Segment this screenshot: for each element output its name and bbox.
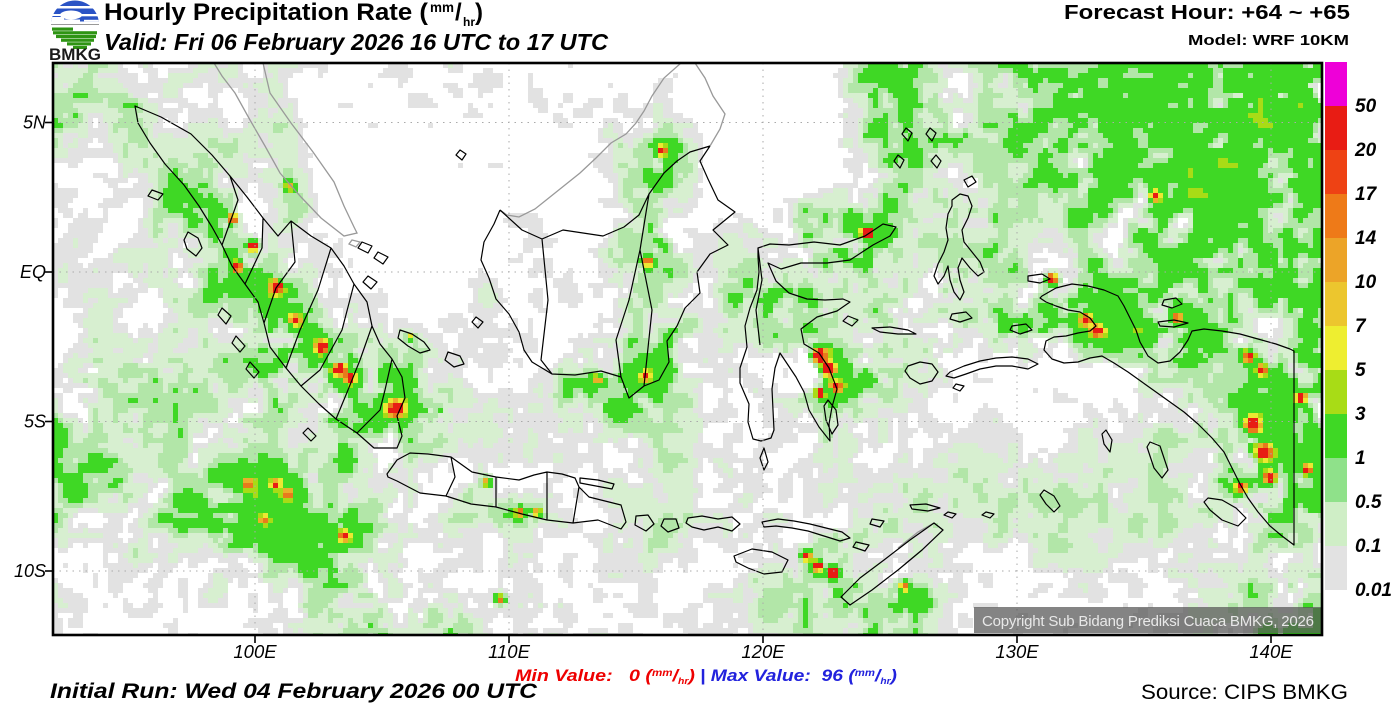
svg-text:| Max Value: 96 (mm/hr): | Max Value: 96 (mm/hr): [700, 666, 897, 686]
svg-text:5N: 5N: [23, 113, 47, 133]
svg-text:10: 10: [1355, 272, 1377, 293]
svg-text:10S: 10S: [14, 561, 46, 581]
svg-text:100E: 100E: [233, 641, 277, 662]
svg-text:): ): [475, 0, 483, 26]
svg-text:EQ: EQ: [20, 262, 46, 282]
svg-text:14: 14: [1355, 228, 1377, 249]
svg-text:BMKG: BMKG: [49, 45, 101, 64]
svg-text:7: 7: [1355, 316, 1367, 337]
svg-text:110E: 110E: [488, 641, 530, 662]
svg-text:Model: WRF 10KM: Model: WRF 10KM: [1188, 33, 1349, 49]
svg-text:mm: mm: [430, 0, 454, 15]
svg-text:Copyright Sub Bidang Prediksi: Copyright Sub Bidang Prediksi Cuaca BMKG…: [982, 613, 1314, 630]
svg-text:0.5: 0.5: [1355, 492, 1382, 513]
svg-text:0.1: 0.1: [1355, 536, 1381, 557]
svg-text:Valid: Fri 06 February 2026 16: Valid: Fri 06 February 2026 16 UTC to 17…: [104, 29, 608, 55]
svg-text:hr: hr: [463, 15, 475, 29]
svg-text:50: 50: [1355, 96, 1377, 117]
svg-text:140E: 140E: [1249, 641, 1293, 662]
svg-text:0.01: 0.01: [1355, 580, 1392, 601]
svg-text:5: 5: [1355, 360, 1366, 381]
svg-text:Min Value: 0 (mm/hr): Min Value: 0 (mm/hr): [515, 666, 695, 686]
svg-text:Source: CIPS BMKG: Source: CIPS BMKG: [1141, 681, 1348, 704]
svg-text:20: 20: [1354, 140, 1377, 161]
svg-text:Forecast Hour: +64 ~ +65: Forecast Hour: +64 ~ +65: [1064, 2, 1350, 24]
svg-text:3: 3: [1355, 404, 1366, 425]
svg-text:5S: 5S: [24, 412, 46, 432]
svg-text:130E: 130E: [995, 641, 1039, 662]
svg-text:1: 1: [1355, 448, 1366, 469]
svg-text:Hourly Precipitation Rate (: Hourly Precipitation Rate (: [104, 0, 428, 26]
svg-text:17: 17: [1355, 184, 1378, 205]
svg-text:120E: 120E: [741, 641, 785, 662]
svg-text:/: /: [455, 0, 462, 26]
svg-text:Initial Run: Wed 04 February 2: Initial Run: Wed 04 February 2026 00 UTC: [50, 679, 538, 703]
